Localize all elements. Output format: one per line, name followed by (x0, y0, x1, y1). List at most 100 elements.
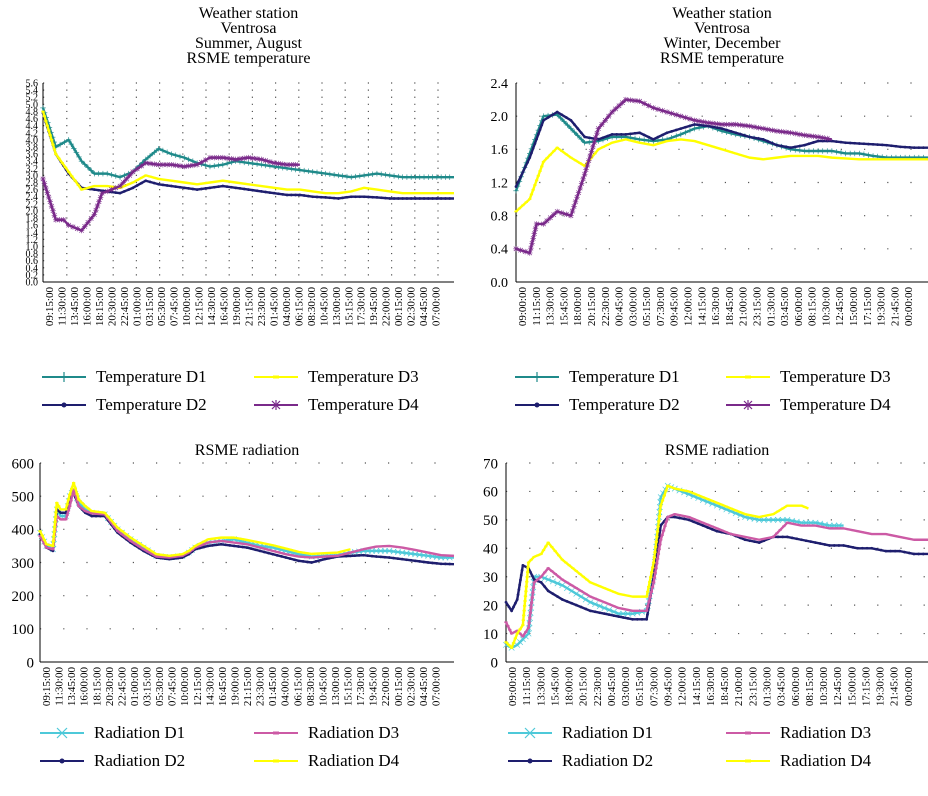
data-point (632, 97, 638, 104)
data-point (682, 114, 689, 121)
y-tick-label: 500 (12, 489, 35, 505)
data-point (536, 132, 540, 136)
x-tick-label: 01:30:00 (761, 667, 773, 707)
data-point (870, 546, 874, 550)
data-point (554, 580, 561, 587)
x-tick-label: 23:15:00 (747, 667, 759, 707)
data-point (294, 193, 297, 197)
data-point (652, 581, 656, 584)
y-tick-label: 2.0 (26, 206, 39, 217)
data-point (656, 553, 661, 555)
data-point (41, 180, 48, 187)
data-point (190, 549, 194, 551)
data-point (353, 554, 357, 558)
y-tick-label: 4.4 (26, 121, 39, 132)
data-point (530, 574, 534, 578)
data-point (664, 489, 668, 492)
data-point (309, 169, 316, 175)
data-point (519, 573, 523, 577)
data-point (113, 173, 119, 179)
x-tick-label: 02:30:00 (405, 667, 417, 707)
data-point (241, 542, 245, 545)
data-point (760, 516, 767, 523)
data-point (281, 192, 285, 196)
data-point (837, 527, 841, 530)
data-point (692, 140, 697, 142)
data-point (908, 146, 912, 149)
data-point (661, 529, 666, 532)
data-point (654, 567, 658, 570)
data-point (147, 153, 153, 159)
data-point (545, 157, 549, 160)
data-point (266, 548, 271, 551)
data-point (536, 554, 540, 557)
data-point (554, 208, 560, 215)
data-point (627, 97, 634, 103)
data-point (223, 536, 228, 539)
data-point (56, 217, 63, 223)
data-point (581, 575, 586, 578)
data-point (837, 544, 841, 547)
x-tick-label: 09:00:00 (517, 287, 529, 327)
data-point (335, 551, 340, 554)
data-point (409, 558, 413, 562)
data-point (156, 178, 161, 180)
data-point (105, 185, 109, 187)
data-point (539, 553, 543, 555)
data-point (557, 575, 561, 578)
data-point (76, 154, 82, 160)
data-point (687, 516, 691, 518)
data-point (314, 552, 318, 555)
data-point (45, 194, 52, 200)
data-point (66, 509, 71, 512)
data-point (289, 193, 293, 197)
x-tick-label: 08:15:00 (807, 287, 819, 327)
y-tick-label: 0.8 (26, 249, 39, 260)
data-point (655, 562, 659, 565)
data-point (262, 547, 266, 550)
data-point (341, 191, 345, 194)
x-tick-label: 20:15:00 (586, 287, 598, 327)
data-point (140, 181, 143, 185)
x-tick-label: 22:00:00 (380, 667, 392, 707)
x-tick-label: 21:00:00 (738, 287, 750, 327)
data-point (546, 589, 550, 593)
data-point (664, 109, 670, 115)
data-point (804, 539, 808, 543)
data-point (762, 515, 766, 517)
data-point (706, 124, 710, 128)
data-point (435, 197, 439, 200)
x-tick-label: 08:30:00 (305, 667, 317, 707)
data-point (255, 184, 259, 187)
data-point (174, 185, 178, 189)
data-point (550, 570, 554, 572)
y-tick-label: 5.6 (26, 79, 39, 90)
data-point (785, 504, 789, 507)
data-point (916, 538, 921, 541)
data-point (70, 224, 76, 230)
y-tick-label: 5.2 (26, 93, 39, 104)
data-point (275, 553, 279, 557)
data-point (659, 524, 663, 527)
data-point (795, 537, 799, 541)
data-point (292, 554, 297, 557)
data-point (653, 546, 658, 548)
data-point (530, 596, 534, 599)
data-point (254, 156, 260, 162)
data-point (795, 504, 799, 507)
data-point (803, 506, 807, 508)
data-point (161, 183, 165, 187)
data-point (679, 138, 683, 141)
data-point (661, 133, 664, 137)
data-point (833, 149, 840, 155)
data-point (224, 155, 230, 161)
data-point (392, 197, 396, 200)
data-point (88, 167, 94, 174)
data-point (603, 612, 606, 616)
data-point (656, 135, 660, 139)
data-point (319, 195, 323, 199)
data-point (57, 505, 61, 507)
data-point (761, 138, 765, 141)
data-point (51, 545, 55, 547)
data-point (814, 541, 817, 544)
